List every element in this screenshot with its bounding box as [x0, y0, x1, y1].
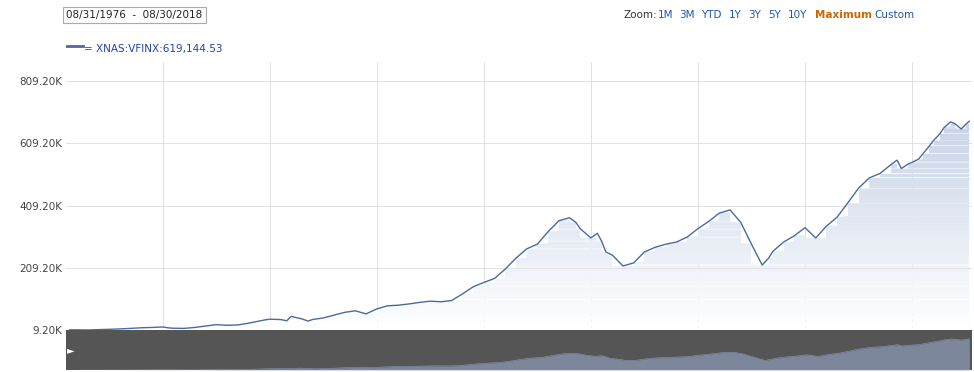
Text: ►: ► — [67, 345, 75, 355]
Text: 3Y: 3Y — [748, 10, 762, 20]
Text: 10Y: 10Y — [788, 10, 807, 20]
Text: 3M: 3M — [680, 10, 695, 20]
Text: YTD: YTD — [701, 10, 722, 20]
Text: 1M: 1M — [657, 10, 673, 20]
Text: 5Y: 5Y — [768, 10, 781, 20]
Text: 1Y: 1Y — [729, 10, 741, 20]
Text: 08/31/1976  -  08/30/2018: 08/31/1976 - 08/30/2018 — [66, 10, 203, 20]
Text: Maximum: Maximum — [815, 10, 873, 20]
Text: Custom: Custom — [875, 10, 915, 20]
Text: Zoom:: Zoom: — [623, 10, 656, 20]
Text: = XNAS:VFINX:619,144.53: = XNAS:VFINX:619,144.53 — [85, 44, 223, 54]
